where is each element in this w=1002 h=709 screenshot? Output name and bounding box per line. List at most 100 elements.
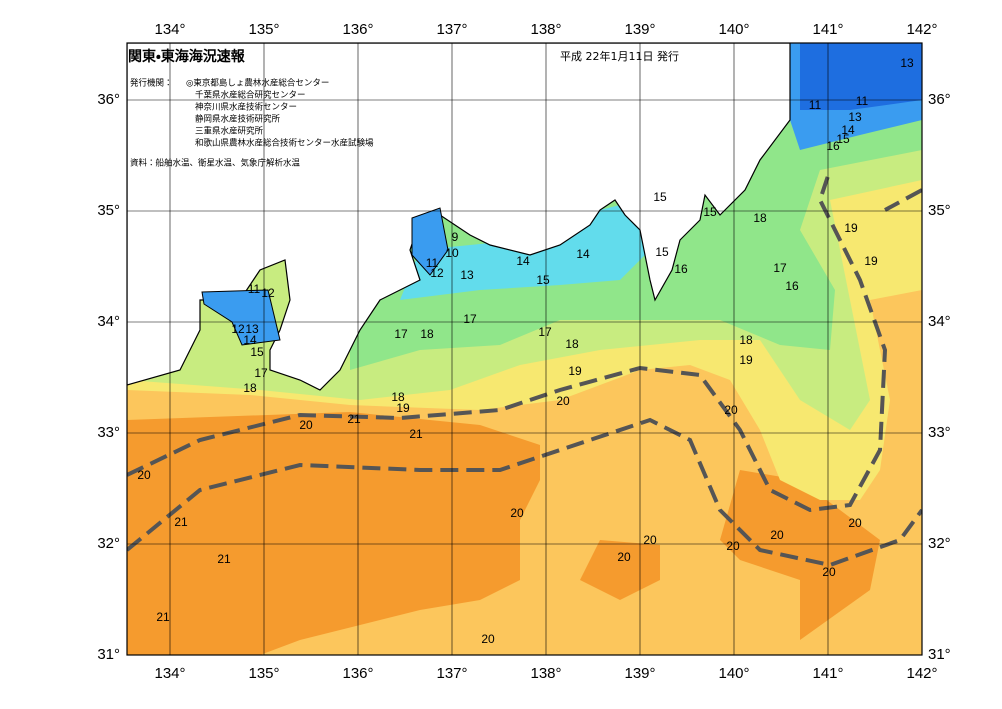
contour-label: 17 — [463, 312, 477, 326]
contour-label: 13 — [900, 56, 914, 70]
contour-label: 21 — [174, 515, 188, 529]
ise-bay — [411, 207, 449, 276]
contour-label: 18 — [753, 211, 767, 225]
sea-hot — [127, 412, 540, 655]
agency: ◎東京都島しょ農林水産総合センター — [186, 78, 329, 89]
agency: 和歌山県農林水産総合技術センター水産試験場 — [195, 138, 374, 149]
contour-label: 16 — [826, 139, 840, 153]
kuroshio-north-edge — [127, 169, 888, 513]
contour-label: 12 — [231, 322, 245, 336]
contour-label: 20 — [822, 565, 836, 579]
agency: 静岡県水産技術研究所 — [195, 114, 281, 125]
contour-label: 19 — [739, 353, 753, 367]
contour-label: 11 — [426, 256, 439, 270]
contour-label: 16 — [785, 279, 799, 293]
lon-label-top: 138° — [530, 21, 561, 38]
contour-label: 21 — [409, 427, 423, 441]
lat-label-left: 33° — [97, 424, 120, 441]
contour-label: 18 — [739, 333, 753, 347]
lon-label-top: 135° — [248, 21, 279, 38]
contour-label: 20 — [770, 528, 784, 542]
contour-label: 15 — [653, 190, 667, 204]
lon-label-top: 137° — [436, 21, 467, 38]
lon-label-top: 134° — [154, 21, 185, 38]
contour-label: 20 — [617, 550, 631, 564]
grid — [127, 43, 922, 655]
lat-label-left: 32° — [97, 535, 120, 552]
ticks: 134° 134° 135° 135° 136° 136° 137° 137° 138° 138°… — [97, 21, 950, 682]
lon-label-bottom: 136° — [342, 665, 373, 682]
lon-label-top: 141° — [812, 21, 843, 38]
contour-label: 18 — [420, 327, 434, 341]
lat-label-left: 35° — [97, 202, 120, 219]
lat-label-right: 36° — [928, 91, 951, 108]
contour-label: 16 — [674, 262, 688, 276]
lon-label-bottom: 139° — [624, 665, 655, 682]
contour-label: 12 — [261, 286, 275, 300]
contour-label: 18 — [565, 337, 579, 351]
contour-label: 17 — [773, 261, 787, 275]
lon-label-bottom: 140° — [718, 665, 749, 682]
agency: 千葉県水産総合研究センター — [195, 90, 306, 101]
kuroshio-axis — [127, 417, 922, 568]
agency: 三重県水産研究所 — [195, 126, 264, 137]
contour-label: 20 — [643, 533, 657, 547]
contour-label: 13 — [848, 110, 862, 124]
contour-label: 12 — [430, 266, 444, 280]
issue-date: 平成 22年1月11日 発行 — [560, 49, 679, 63]
lat-label-left: 34° — [97, 313, 120, 330]
lat-label-right: 35° — [928, 202, 951, 219]
lat-label-left: 36° — [97, 91, 120, 108]
contour-label: 15 — [655, 245, 669, 259]
lon-label-bottom: 135° — [248, 665, 279, 682]
land — [127, 43, 791, 391]
contour-label: 19 — [864, 254, 878, 268]
lon-label-bottom: 137° — [436, 665, 467, 682]
contour-label: 20 — [481, 632, 495, 646]
lat-label-right: 32° — [928, 535, 951, 552]
contour-label: 21 — [156, 610, 170, 624]
contour-label: 14 — [841, 123, 855, 137]
source: 資料：船舶水温、衛星水温、気象庁解析水温 — [130, 158, 301, 169]
contour-label: 15 — [250, 345, 264, 359]
lon-label-bottom: 134° — [154, 665, 185, 682]
sea-hot — [720, 470, 880, 640]
contour-label: 13 — [245, 322, 259, 336]
contour-label: 14 — [243, 333, 257, 347]
contour-label: 18 — [243, 381, 257, 395]
contour-label: 20 — [299, 418, 313, 432]
contour-label: 15 — [703, 205, 717, 219]
contour-label: 21 — [217, 552, 231, 566]
contour-label: 19 — [396, 401, 410, 415]
contour-label: 11 — [856, 94, 869, 108]
title: 関東・東海海況速報 — [128, 48, 246, 65]
contour-label: 20 — [726, 539, 740, 553]
publisher-label: 発行機関： — [130, 78, 173, 89]
lon-label-bottom: 141° — [812, 665, 843, 682]
contour-label: 10 — [445, 246, 459, 260]
contour-label: 15 — [536, 273, 550, 287]
lon-label-bottom: 142° — [906, 665, 937, 682]
contour-label: 13 — [460, 268, 474, 282]
frame — [126, 42, 923, 656]
agency: 神奈川県水産技術センター — [195, 102, 297, 113]
contour-label: 18 — [391, 390, 405, 404]
contour-label: 14 — [576, 247, 590, 261]
lon-label-top: 136° — [342, 21, 373, 38]
contour-label: 9 — [452, 230, 459, 244]
contour-label: 17 — [538, 325, 552, 339]
contour-label: 15 — [836, 132, 850, 146]
contour-label: 17 — [254, 366, 268, 380]
lat-label-right: 33° — [928, 424, 951, 441]
contour-label: 20 — [137, 468, 151, 482]
lon-label-bottom: 138° — [530, 665, 561, 682]
contour-label: 19 — [844, 221, 858, 235]
contour-label: 19 — [568, 364, 582, 378]
kuroshio-east — [884, 188, 922, 212]
lat-label-left: 31° — [97, 646, 120, 663]
contour-label: 21 — [347, 412, 361, 426]
osaka-bay — [201, 289, 281, 346]
contour-label: 20 — [510, 506, 524, 520]
